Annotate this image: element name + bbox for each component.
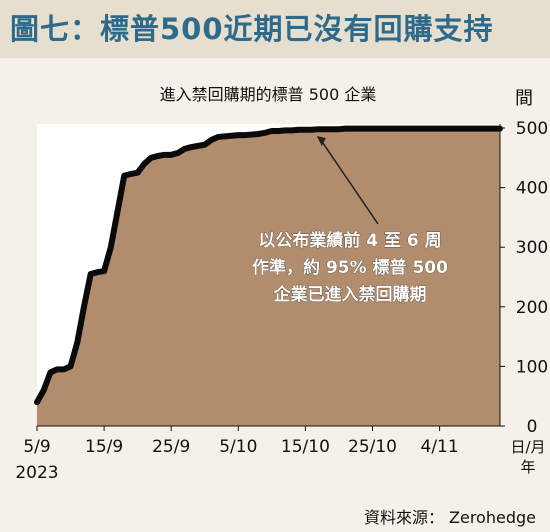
- y-axis-label: 間: [515, 88, 533, 109]
- y-tick-label: 500: [516, 119, 548, 139]
- annotation-text-line: 作準，約 95% 標普 500: [252, 257, 448, 278]
- y-tick-label: 200: [516, 298, 548, 318]
- annotation-text-line: 以公布業績前 4 至 6 周: [258, 230, 441, 251]
- figure-title: 圖七：標普500近期已沒有回購支持: [10, 12, 494, 46]
- source-note: 資料來源： Zerohedge: [363, 508, 536, 527]
- x-tick-label: 25/10: [348, 437, 397, 457]
- y-tick-label: 100: [516, 357, 548, 377]
- chart-title: 進入禁回購期的標普 500 企業: [160, 85, 377, 104]
- x-tick-label: 5/9: [23, 437, 50, 457]
- x-axis-label: 日/月: [510, 438, 545, 456]
- x-tick-label: 15/9: [85, 437, 123, 457]
- x-tick-label: 15/10: [281, 437, 330, 457]
- annotation-arrow: [320, 139, 379, 225]
- y-tick-label: 0: [527, 417, 538, 437]
- x-tick-label: 4/11: [421, 437, 459, 457]
- x-tick-label: 5/10: [219, 437, 257, 457]
- series-area: [37, 128, 500, 426]
- series-line: [34, 125, 503, 406]
- chart-area: 進入禁回購期的標普 500 企業 間 0 100 200 300 400 500 5/9 2023…: [15, 85, 548, 483]
- header-bar: 圖七：標普500近期已沒有回購支持: [0, 0, 550, 58]
- x-tick-sublabel: 2023: [15, 463, 58, 483]
- annotation-text-line: 企業已進入禁回購期: [273, 284, 427, 305]
- y-tick-label: 400: [516, 179, 548, 199]
- y-tick-label: 300: [516, 238, 548, 258]
- x-axis-label-year: 年: [520, 458, 535, 476]
- annotation-arrowhead: [316, 135, 326, 146]
- x-tick-label: 25/9: [152, 437, 190, 457]
